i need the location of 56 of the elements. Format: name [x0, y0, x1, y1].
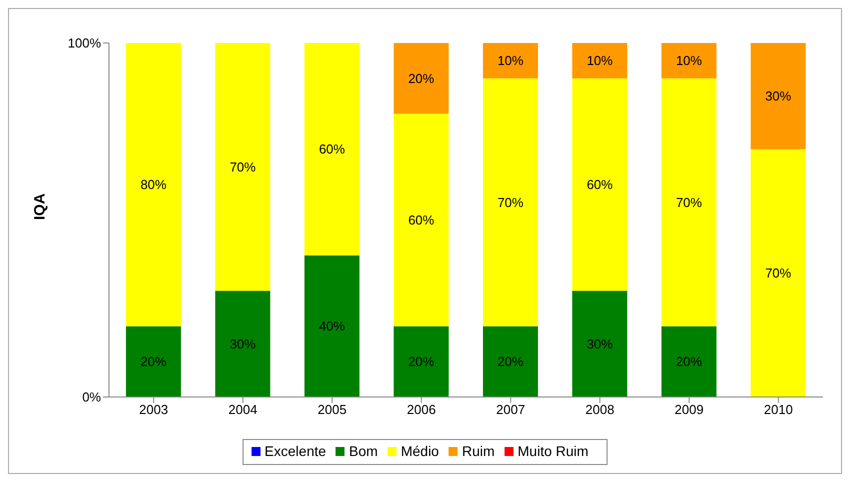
bar [482, 326, 538, 397]
bar [572, 78, 628, 291]
x-tick-label: 2003 [139, 402, 168, 418]
legend-label: Muito Ruim [518, 443, 588, 459]
data-label: 20% [408, 70, 435, 86]
bar [304, 43, 360, 256]
bar [215, 290, 270, 397]
data-label: 70% [676, 194, 702, 210]
data-label: 10% [586, 53, 614, 68]
data-label: 80% [140, 177, 167, 192]
bar [482, 43, 538, 78]
x-tick-label: 2004 [228, 402, 258, 418]
data-label: 20% [676, 354, 702, 370]
bar [572, 43, 628, 78]
data-label: 40% [318, 318, 346, 334]
y-tick-label: 100% [68, 36, 102, 51]
bar [394, 43, 449, 114]
data-label: 30% [230, 336, 256, 352]
data-label: 60% [318, 142, 346, 157]
legend-label: Bom [349, 443, 378, 459]
data-label: 20% [408, 354, 435, 370]
bar [482, 78, 538, 326]
data-label: 60% [408, 212, 435, 228]
data-label: 20% [497, 354, 524, 370]
x-tick-label: 2005 [318, 402, 347, 418]
bar [215, 43, 270, 291]
data-label: 10% [676, 53, 702, 68]
data-label: 30% [765, 88, 792, 104]
bar [750, 43, 806, 150]
bar [750, 149, 806, 397]
data-label: 70% [765, 266, 792, 281]
data-label: 70% [230, 159, 256, 174]
bar [661, 43, 716, 78]
x-tick-label: 2010 [764, 402, 793, 418]
x-tick-label: 2008 [585, 402, 614, 418]
bar [661, 326, 716, 397]
bar [572, 290, 628, 397]
legend-label: Excelente [264, 443, 326, 459]
bar [394, 326, 449, 397]
y-axis-title: IQA [31, 193, 48, 220]
x-tick-label: 2009 [674, 402, 704, 418]
bar [126, 326, 181, 397]
bar [394, 114, 449, 326]
data-label: 30% [586, 336, 614, 352]
bar [661, 78, 716, 326]
legend-label: Ruim [462, 443, 495, 459]
bar [304, 255, 360, 397]
x-tick-label: 2007 [496, 402, 526, 418]
data-label: 10% [497, 53, 524, 68]
bar [126, 43, 181, 326]
data-label: 60% [586, 177, 614, 192]
legend-label: Médio [400, 443, 439, 459]
data-label: 20% [140, 354, 167, 370]
data-label: 70% [497, 194, 524, 210]
x-tick-label: 2006 [406, 402, 436, 418]
y-tick-label: 0% [82, 390, 102, 405]
